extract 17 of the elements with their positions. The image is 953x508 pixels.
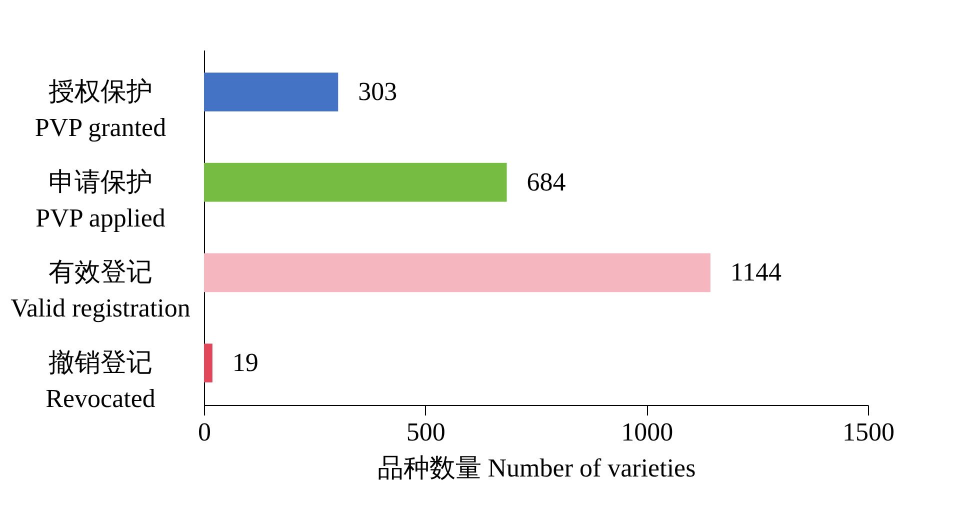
bar (204, 253, 710, 292)
y-tick-label: 撤销登记 Revocated (46, 348, 156, 413)
x-tick-label: 0 (198, 418, 211, 446)
y-tick-label: 有效登记 Valid registration (10, 258, 190, 323)
y-tick-label: 授权保护 PVP granted (34, 77, 166, 142)
bar (204, 162, 507, 202)
x-tick-label: 1000 (621, 418, 674, 446)
x-tick-label: 500 (406, 418, 446, 446)
x-tick-label: 1500 (842, 418, 894, 446)
data-label: 303 (358, 77, 398, 106)
bar (204, 72, 338, 112)
bar (204, 344, 212, 382)
y-tick-label: 申请保护 PVP applied (36, 167, 166, 232)
data-label: 1144 (730, 258, 782, 287)
data-label: 19 (232, 348, 258, 377)
data-label: 684 (526, 167, 566, 196)
x-axis-title: 品种数量 Number of varieties (377, 454, 696, 482)
